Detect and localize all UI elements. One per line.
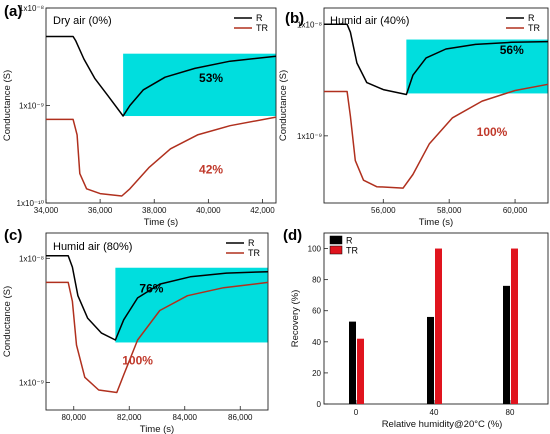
recovery-annotation: 100% bbox=[122, 353, 153, 367]
x-tick-label: 34,000 bbox=[34, 206, 59, 215]
x-tick-label: 36,000 bbox=[88, 206, 113, 215]
x-axis-title: Relative humidity@20°C (%) bbox=[382, 419, 503, 430]
x-axis-title: Time (s) bbox=[140, 424, 174, 434]
y-tick-label: 20 bbox=[312, 369, 321, 378]
y-tick-label: 1x10⁻¹⁰ bbox=[17, 199, 44, 208]
x-tick-label: 0 bbox=[354, 408, 359, 417]
y-axis-title: Conductance (S) bbox=[2, 286, 13, 357]
x-tick-label: 80 bbox=[506, 408, 515, 417]
y-tick-label: 1x10⁻⁹ bbox=[19, 102, 44, 111]
x-tick-label: 80,000 bbox=[62, 413, 87, 422]
bar-tr bbox=[357, 338, 364, 404]
x-tick-label: 86,000 bbox=[228, 413, 253, 422]
legend-label: TR bbox=[528, 23, 540, 33]
y-tick-label: 1x10⁻⁸ bbox=[19, 4, 44, 13]
x-tick-label: 42,000 bbox=[250, 206, 275, 215]
legend-label: R bbox=[528, 13, 535, 23]
bar-tr bbox=[435, 248, 442, 404]
series-line-tr bbox=[46, 281, 269, 394]
bar-r bbox=[349, 321, 356, 404]
recovery-annotation: 76% bbox=[139, 282, 163, 296]
y-tick-label: 1x10⁻⁸ bbox=[297, 20, 322, 29]
bar-r bbox=[503, 285, 510, 404]
panel-letter: (c) bbox=[4, 227, 22, 244]
series-line-tr bbox=[46, 116, 277, 197]
y-tick-label: 80 bbox=[312, 276, 321, 285]
highlight-band bbox=[406, 39, 548, 94]
series-line-r bbox=[324, 23, 549, 96]
y-axis-title: Conductance (S) bbox=[278, 70, 289, 141]
x-axis-title: Time (s) bbox=[144, 217, 178, 228]
y-tick-label: 1x10⁻⁹ bbox=[19, 378, 44, 387]
panel-letter: (b) bbox=[285, 10, 304, 27]
x-tick-label: 40,000 bbox=[196, 206, 221, 215]
y-axis-title: Conductance (S) bbox=[2, 70, 13, 141]
bar-tr bbox=[511, 248, 518, 404]
y-tick-label: 60 bbox=[312, 307, 321, 316]
plot-frame bbox=[323, 7, 549, 204]
series-line-tr bbox=[324, 83, 549, 189]
highlight-band bbox=[115, 267, 268, 343]
x-axis-title: Time (s) bbox=[419, 217, 453, 228]
panel-letter: (a) bbox=[4, 3, 22, 20]
recovery-annotation: 42% bbox=[199, 163, 223, 177]
recovery-annotation: 56% bbox=[500, 43, 524, 57]
y-tick-label: 100 bbox=[308, 245, 322, 254]
legend-swatch-tr bbox=[329, 245, 343, 255]
condition-title: Humid air (40%) bbox=[330, 15, 409, 27]
series-line-r bbox=[46, 254, 269, 341]
x-tick-label: 60,000 bbox=[503, 206, 528, 215]
condition-title: Dry air (0%) bbox=[53, 15, 112, 27]
legend-label: R bbox=[256, 13, 263, 23]
y-tick-label: 1x10⁻⁹ bbox=[297, 132, 322, 141]
legend-label: TR bbox=[346, 246, 358, 256]
recovery-annotation: 100% bbox=[477, 125, 508, 139]
legend-label: TR bbox=[248, 248, 260, 258]
bar-r bbox=[427, 316, 434, 404]
y-tick-label: 1x10⁻⁸ bbox=[19, 254, 44, 263]
legend-swatch-r bbox=[329, 235, 343, 245]
series-line-r bbox=[46, 35, 277, 117]
legend-label: R bbox=[248, 238, 255, 248]
legend-label: R bbox=[346, 236, 353, 246]
recovery-annotation: 53% bbox=[199, 71, 223, 85]
condition-title: Humid air (80%) bbox=[53, 241, 132, 253]
x-tick-label: 56,000 bbox=[371, 206, 396, 215]
x-tick-label: 40 bbox=[430, 408, 439, 417]
x-tick-label: 82,000 bbox=[117, 413, 142, 422]
x-tick-label: 58,000 bbox=[437, 206, 462, 215]
y-axis-title: Recovery (%) bbox=[290, 290, 301, 348]
x-tick-label: 38,000 bbox=[142, 206, 167, 215]
highlight-band bbox=[123, 53, 276, 117]
y-tick-label: 0 bbox=[317, 400, 322, 409]
panel-letter: (d) bbox=[283, 227, 302, 244]
plot-frame bbox=[45, 232, 269, 411]
legend-label: TR bbox=[256, 23, 268, 33]
y-tick-label: 40 bbox=[312, 338, 321, 347]
x-tick-label: 84,000 bbox=[173, 413, 198, 422]
